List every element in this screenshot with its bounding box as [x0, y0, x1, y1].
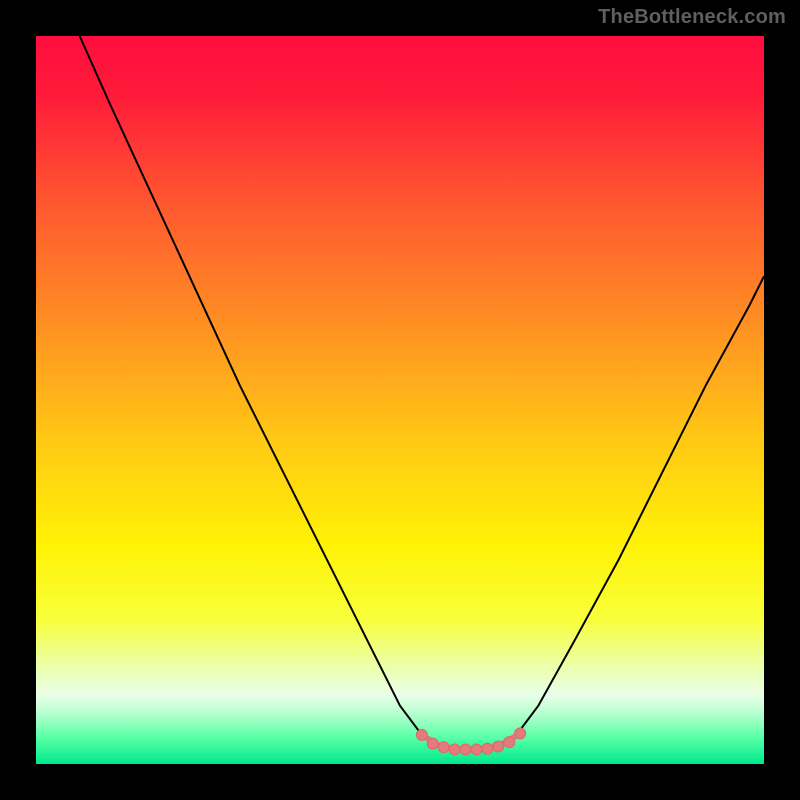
optimal-dot — [482, 743, 493, 754]
optimal-dot — [471, 744, 482, 755]
optimal-dot — [504, 737, 515, 748]
plot-area — [36, 36, 764, 764]
plot-svg — [36, 36, 764, 764]
gradient-background — [36, 36, 764, 764]
optimal-dot — [416, 729, 427, 740]
optimal-dot — [438, 742, 449, 753]
watermark-text: TheBottleneck.com — [598, 6, 786, 29]
optimal-dot — [460, 744, 471, 755]
optimal-dot — [427, 738, 438, 749]
optimal-dot — [493, 741, 504, 752]
chart-frame: TheBottleneck.com — [0, 0, 800, 800]
optimal-dot — [515, 728, 526, 739]
optimal-dot — [449, 744, 460, 755]
